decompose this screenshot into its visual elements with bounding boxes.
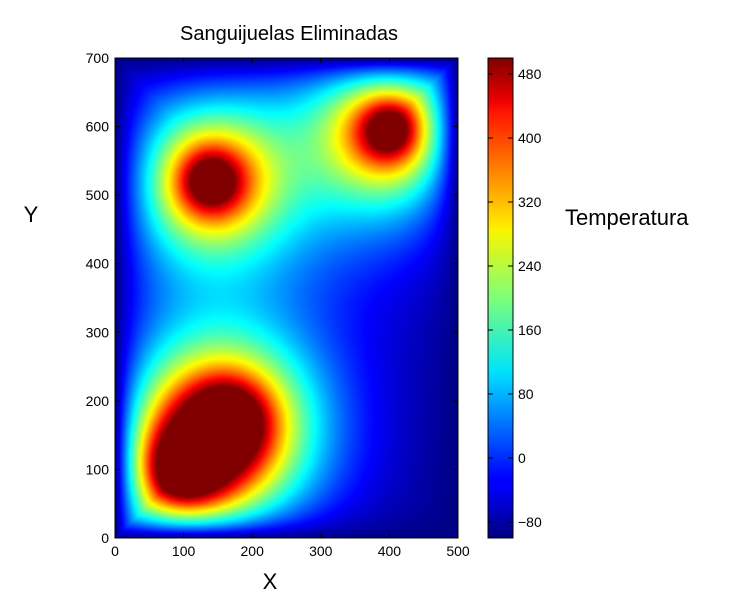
colorbar-tick-label: 400 <box>518 130 542 146</box>
x-tick-label: 200 <box>241 543 265 559</box>
y-tick-label: 400 <box>86 256 110 272</box>
colorbar-tick-label: −80 <box>518 514 542 530</box>
y-tick-label: 0 <box>101 530 109 546</box>
colorbar-tick-label: 160 <box>518 322 542 338</box>
colorbar-ticks: −80 0 80 160 240 320 400 480 <box>488 66 542 530</box>
colorbar-frame <box>487 57 514 539</box>
colorbar-tick-label: 320 <box>518 194 542 210</box>
x-tick-label: 400 <box>378 543 402 559</box>
x-axis-label: X <box>263 569 278 594</box>
x-tick-label: 300 <box>309 543 333 559</box>
x-axis: 0 100 200 300 400 500 <box>111 58 470 559</box>
colorbar-tick-label: 80 <box>518 386 534 402</box>
y-tick-label: 500 <box>86 187 110 203</box>
chart-title: Sanguijuelas Eliminadas <box>180 23 398 45</box>
colorbar-label: Temperatura <box>565 205 689 230</box>
colorbar-tick-label: 240 <box>518 258 542 274</box>
y-axis: 0 100 200 300 400 500 600 700 <box>86 50 458 546</box>
y-tick-label: 700 <box>86 50 110 66</box>
x-tick-label: 500 <box>446 543 470 559</box>
colorbar-tick-label: 480 <box>518 66 542 82</box>
y-tick-label: 300 <box>86 324 110 340</box>
y-tick-label: 200 <box>86 393 110 409</box>
colorbar-tick-label: 0 <box>518 450 526 466</box>
plot-area <box>115 58 458 538</box>
y-tick-label: 100 <box>86 461 110 477</box>
colorbar-gradient <box>488 58 513 538</box>
x-tick-label: 100 <box>172 543 196 559</box>
heatmap-image <box>115 58 458 538</box>
colorbar: −80 0 80 160 240 320 400 480 <box>487 57 542 539</box>
y-axis-label: Y <box>24 202 39 227</box>
y-tick-label: 600 <box>86 119 110 135</box>
x-tick-label: 0 <box>111 543 119 559</box>
plot-frame <box>114 57 459 539</box>
